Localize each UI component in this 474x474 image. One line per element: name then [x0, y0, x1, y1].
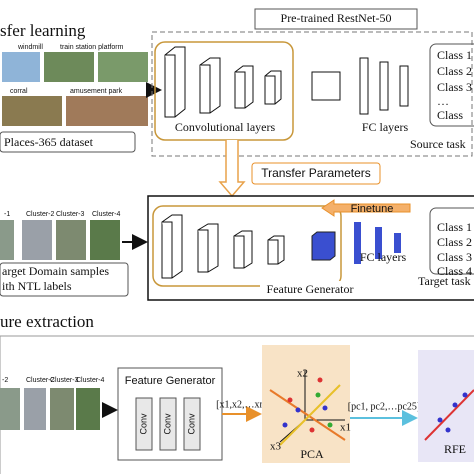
conv-rects: [135, 397, 201, 451]
class-label: Class 2: [437, 64, 472, 78]
place-label: corral: [10, 88, 28, 95]
fc-label: FC layers: [362, 120, 409, 134]
task-label: Source task: [410, 137, 466, 151]
caption-box: [0, 262, 129, 297]
cluster-images: [0, 220, 120, 260]
rfe-panel: [418, 350, 474, 462]
generator-label: Feature Generator: [267, 282, 354, 296]
generator-box: [152, 205, 342, 287]
transfer-label: Transfer Parameters: [261, 166, 371, 180]
finetune-label: Finetune: [351, 203, 394, 215]
conv-label: Conv: [162, 413, 172, 435]
axis-label: x2: [297, 368, 308, 380]
cluster-images: [0, 388, 100, 430]
fc-bars: [354, 222, 401, 264]
target-box: [147, 195, 474, 301]
transfer-arrow: [218, 140, 246, 198]
task-label: Target task: [418, 274, 471, 288]
class-label: Class 4: [437, 264, 472, 278]
model-title: Pre-trained RestNet-50: [281, 11, 392, 25]
cluster-label: Cluster-2: [26, 211, 55, 218]
cluster-label: Cluster-3: [56, 211, 85, 218]
cluster-label: -2: [2, 377, 8, 384]
cluster-label: Cluster-4: [76, 377, 105, 384]
pca-label: PCA: [300, 447, 324, 461]
caption: ith NTL labels: [2, 279, 72, 293]
class-label: Class 3: [437, 250, 472, 264]
place-label: amusement park: [70, 88, 123, 95]
pca-panel: [262, 345, 350, 463]
class-box: [429, 207, 474, 275]
cluster-label: Cluster-3: [50, 377, 79, 384]
class-label: Class 1: [437, 220, 472, 234]
class-label: …: [437, 94, 449, 108]
place-label: windmill: [17, 44, 43, 51]
cluster-label: Cluster-4: [92, 211, 121, 218]
label-bg: [260, 281, 360, 299]
caption-box: [0, 131, 136, 153]
axis-label: x3: [270, 441, 282, 453]
conv-box: [154, 41, 294, 141]
class-label: Class 3: [437, 80, 472, 94]
class-box: [429, 43, 474, 127]
rfe-plot: [424, 389, 474, 441]
conv-blocks: [164, 46, 341, 118]
pc-vector-label: [pc1, pc2,…pc25]: [348, 401, 420, 412]
vector-label: [x1,x2,…xn]: [216, 399, 268, 410]
caption: arget Domain samples: [2, 264, 109, 278]
places-images: [2, 52, 148, 126]
conv-label: Conv: [186, 413, 196, 435]
place-label: train station platform: [60, 44, 124, 51]
finetune-arrow: [321, 199, 411, 217]
class-label: Class: [437, 108, 463, 122]
pca-dots: [282, 377, 333, 433]
conv-label: Conv: [138, 413, 148, 435]
conv-blocks: [161, 214, 285, 279]
cluster-label: -1: [4, 211, 10, 218]
conv-label: Convolutional layers: [175, 120, 276, 134]
model-title-box: [254, 8, 418, 30]
axis-label: x1: [340, 422, 351, 434]
transfer-box: [251, 162, 381, 185]
section-title: sfer learning: [0, 21, 86, 40]
cluster-label: Cluster-2: [26, 377, 55, 384]
fc-label: FC layers: [360, 250, 407, 264]
feature-cube: [311, 231, 336, 261]
extraction-box: [0, 335, 474, 474]
pca-axes: [269, 370, 346, 446]
rfe-label: RFE: [444, 442, 466, 456]
fc-bars: [359, 57, 409, 115]
caption: Places-365 dataset: [4, 135, 94, 149]
generator-label: Feature Generator: [125, 375, 216, 387]
class-label: Class 2: [437, 235, 472, 249]
source-box: [151, 31, 473, 157]
section-title: ure extraction: [0, 312, 94, 331]
class-label: Class 1: [437, 48, 472, 62]
